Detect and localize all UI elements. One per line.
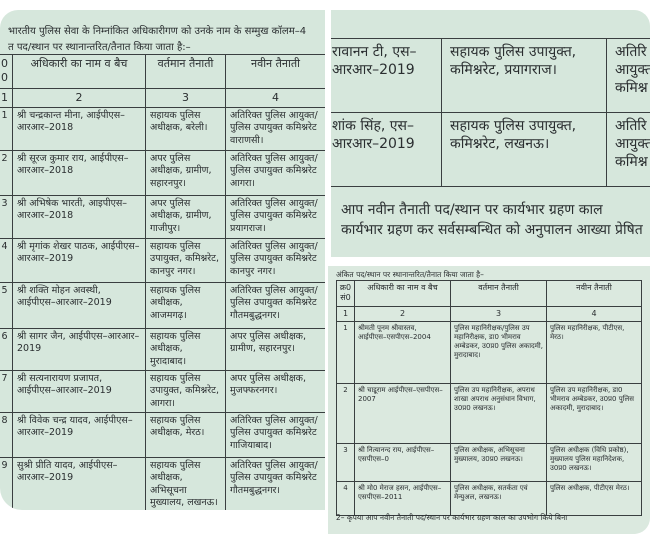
cell-current: सहायक पुलिस अधीक्षक, आजमगढ़। [145,281,226,329]
cell-current: सहायक पुलिस उपायुक्त, कमिश्नरेट, प्रयागर… [441,38,607,113]
table-row: रावानन टी, एस–आरआर–2019 सहायक पुलिस उपायु… [331,38,650,113]
cell-new: अतिरिक्त पुलिस आयुक्त/पुलिस उपायुक्त कमि… [225,194,325,239]
cell-n: 5 [0,281,13,329]
cell-current: सहायक पुलिस उपायुक्त, कमिश्नरेट, लखनऊ। [441,112,607,187]
table-row: 6 श्री सागर जैन, आईपीएस–आरआर–2019 सहायक पु… [0,327,325,371]
cell-current: सहायक पुलिस अधीक्षक, अभिसूचना मुख्यालय, … [145,456,226,510]
cell-name: श्री सत्यनारायण प्रजापत, आईपीएस–आरआर–201… [12,369,146,413]
cell-current: अपर पुलिस अधीक्षक, ग्रामीण, सहारनपुर। [145,149,226,196]
cell-n: 4 [336,481,355,517]
table-row: 5 श्री शक्ति मोहन अवस्थी, आईपीएस–आरआर–201… [0,281,325,329]
cell-current: अपर पुलिस अधीक्षक, ग्रामीण, गाजीपुर। [145,194,226,239]
table-row: 4 श्री मो0 मेराज हसन, आईपीएस–एसपीएस–2011 प… [336,481,642,517]
table-row: 2 श्री सूरज कुमार राय, आईपीएस–आरआर–2018 अप… [0,149,325,196]
document-page-top-right: रावानन टी, एस–आरआर–2019 सहायक पुलिस उपायु… [331,10,650,257]
cell-name: श्री चाइूराम आईपीएस–एसपीएस–2007 [354,383,451,445]
cell-name: शांक सिंह, एस–आरआर–2019 [331,112,442,187]
cell-n: 1 [0,106,13,151]
cell-new: पुलिस अधीक्षक, पीटीएस मेरठ। [546,481,642,517]
cell-name: रावानन टी, एस–आरआर–2019 [331,38,442,113]
cell-new: अतिरिक्त पुलिस आयुक्त/पुलिस उपायुक्त कमि… [225,149,325,196]
cell-n: 6 [0,327,13,371]
table-row: शांक सिंह, एस–आरआर–2019 सहायक पुलिस उपायु… [331,112,650,187]
cell-n: 7 [0,369,13,413]
cell-current: सहायक पुलिस अधीक्षक, मेरठ। [145,411,226,458]
table-row: 7 श्री सत्यनारायण प्रजापत, आईपीएस–आरआर–20… [0,369,325,413]
cell-name: श्री मो0 मेराज हसन, आईपीएस–एसपीएस–2011 [354,481,451,517]
cell-current: सहायक पुलिस अधीक्षक, बरेली। [145,106,226,151]
cell-current: पुलिस अधीक्षक, अभिसूचना मुख्यालय, उ0प्र0… [450,443,547,483]
transfer-table: 0 0 अधिकारी का नाम व बैच वर्तमान तैनाती नवी… [0,54,325,510]
intro-text: अंकित पद/स्थान पर स्थानान्तरित/तैनात किय… [336,270,484,279]
table-row: 1 श्रीमती पूनम श्रीवास्तव, आईपीएस–एसपीएस–… [336,321,642,385]
cell-current: सहायक पुलिस उपायुक्त, कमिश्नरेट, कानपुर … [145,237,226,283]
cell-n: 4 [0,237,13,283]
cell-current: पुलिस अधीक्षक, सतर्कता एवं मेन्युअल, लखन… [450,481,547,517]
cell-name: श्रीमती पूनम श्रीवास्तव, आईपीएस–एसपीएस–2… [354,321,451,385]
cell-name: श्री चन्द्रकान्त मीना, आईपीएस–आरआर–2018 [12,106,146,151]
cell-new: अतिरिक्त पुलिस आयुक्त/पुलिस उपायुक्त कमि… [225,281,325,329]
cell-n: 3 [336,443,355,483]
cell-n: 2 [336,383,355,445]
cell-name: श्री शक्ति मोहन अवस्थी, आईपीएस–आरआर–2019 [12,281,146,329]
instruction-paragraph: 2– कृपया आप नवीन तैनाती पद/स्थान पर कार्… [336,513,568,522]
cell-n: 2 [0,149,13,196]
cell-name: श्री नित्यानन्द राय, आईपीएस–एसपीएस–0 [354,443,451,483]
cell-name: श्री मृगांक शेखर पाठक, आईपीएस–आरआर–2019 [12,237,146,283]
header-row: क्र0 सं0 अधिकारी का नाम व बैच वर्तमान तैना… [336,280,642,307]
table-row: 3 श्री अभिषेक भारती, आइपीएस–आरआर–2018 अपर … [0,194,325,239]
cell-current: सहायक पुलिस अधीक्षक, मुरादाबाद। [145,327,226,371]
cell-n: 9 [0,456,13,510]
cell-new: अतिरि आयुक्त कमिश्न [606,112,650,187]
cell-new: पुलिस अधीक्षक (विधि प्रकोष्ठ), मुख्यालय … [546,443,642,483]
cell-current: पुलिस महानिरीक्षक/पुलिस उप महानिरीक्षक, … [450,321,547,385]
intro-text: भारतीय पुलिस सेवा के निम्नांकित अधिकारीग… [8,26,307,53]
cell-new: अतिरिक्त पुलिस आयुक्त/पुलिस उपायुक्त कमि… [225,237,325,283]
cell-new: पुलिस उप महानिरीक्षक, डा0 भीमराव अम्बेडक… [546,383,642,445]
cell-new: पुलिस महानिरीक्षक, पीटीएस, मेरठ। [546,321,642,385]
cell-n: 8 [0,411,13,458]
instruction-paragraph: आप नवीन तैनाती पद/स्थान पर कार्यभार ग्रह… [341,202,643,238]
document-page-left: भारतीय पुलिस सेवा के निम्नांकित अधिकारीग… [0,10,325,510]
transfer-table-continued: रावानन टी, एस–आरआर–2019 सहायक पुलिस उपायु… [331,38,650,187]
cell-new: अपर पुलिस अधीक्षक, मुजफ्फरनगर। [225,369,325,413]
table-row: 3 श्री नित्यानन्द राय, आईपीएस–एसपीएस–0 पुल… [336,443,642,483]
table-row: 1 श्री चन्द्रकान्त मीना, आईपीएस–आरआर–2018… [0,106,325,151]
cell-name: श्री सूरज कुमार राय, आईपीएस–आरआर–2018 [12,149,146,196]
cell-name: सुश्री प्रीति यादव, आईपीएस–आरआर–2019 [12,456,146,510]
cell-new: अतिरि आयुक्त कमिश्न [606,38,650,113]
cell-new: अतिरिक्त पुलिस आयुक्त/पुलिस उपायुक्त कमि… [225,456,325,510]
cell-name: श्री सागर जैन, आईपीएस–आरआर–2019 [12,327,146,371]
cell-name: श्री विवेक चन्द्र यादव, आईपीएस–आरआर–2019 [12,411,146,458]
table-row: 2 श्री चाइूराम आईपीएस–एसपीएस–2007 पुलिस उप… [336,383,642,445]
cell-current: पुलिस उप महानिरीक्षक, अपराध शाखा अपराध अ… [450,383,547,445]
table-row: 9 सुश्री प्रीति यादव, आईपीएस–आरआर–2019 सहा… [0,456,325,510]
transfer-table-sps: क्र0 सं0 अधिकारी का नाम व बैच वर्तमान तैना… [336,280,642,517]
table-row: 4 श्री मृगांक शेखर पाठक, आईपीएस–आरआर–2019… [0,237,325,283]
cell-current: सहायक पुलिस उपायुक्त, कमिश्नरेट, आगरा। [145,369,226,413]
table-row: 8 श्री विवेक चन्द्र यादव, आईपीएस–आरआर–201… [0,411,325,458]
cell-new: अतिरिक्त पुलिस आयुक्त/पुलिस उपायुक्त कमि… [225,411,325,458]
cell-new: अपर पुलिस अधीक्षक, ग्रामीण, सहारनपुर। [225,327,325,371]
document-page-bottom-right: अंकित पद/स्थान पर स्थानान्तरित/तैनात किय… [328,266,650,534]
cell-name: श्री अभिषेक भारती, आइपीएस–आरआर–2018 [12,194,146,239]
cell-n: 3 [0,194,13,239]
header-row: 0 0 अधिकारी का नाम व बैच वर्तमान तैनाती नवी… [0,54,325,89]
cell-n: 1 [336,321,355,385]
cell-new: अतिरिक्त पुलिस आयुक्त/पुलिस उपायुक्त कमि… [225,106,325,151]
